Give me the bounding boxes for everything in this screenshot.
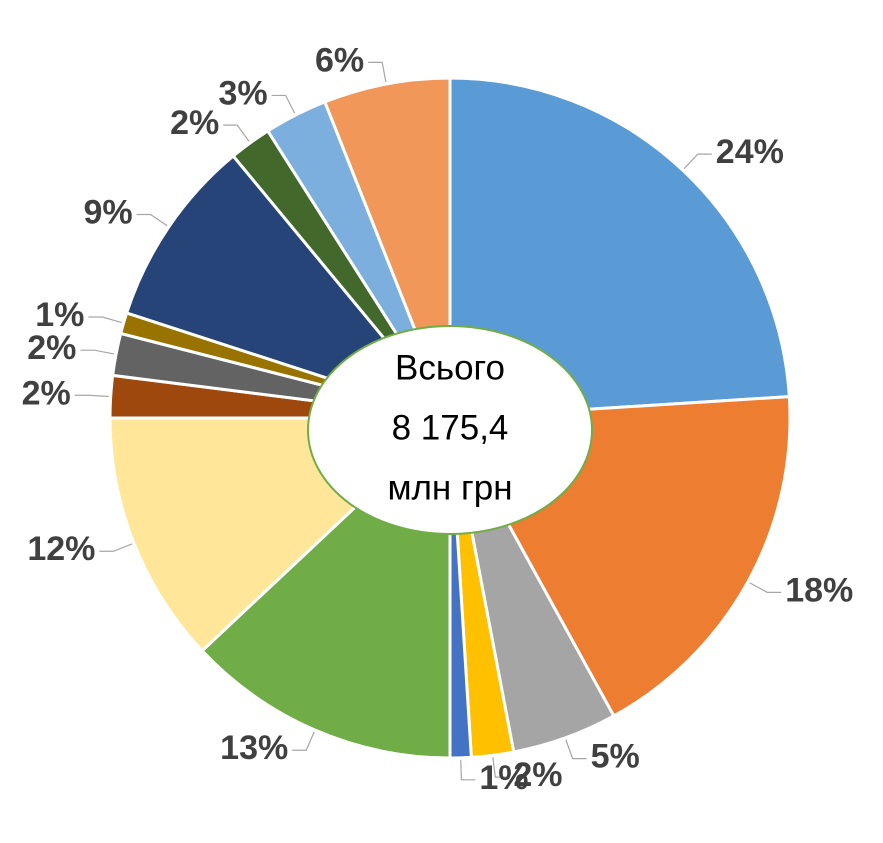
data-label: 18% (785, 571, 853, 609)
data-label: 2% (27, 329, 76, 367)
data-label: 13% (220, 729, 288, 767)
leader-line (492, 757, 510, 778)
data-label: 2% (22, 374, 71, 412)
leader-line (88, 316, 122, 324)
leader-line (136, 213, 168, 227)
labels: 24%18%5%2%1%13%12%2%2%1%9%2%3%6% (22, 41, 854, 796)
leader-line (223, 124, 250, 142)
center-ellipse (307, 325, 593, 535)
leader-line (368, 61, 387, 83)
data-label: 5% (591, 738, 640, 776)
leader-line (749, 582, 782, 593)
data-label: 3% (219, 74, 268, 112)
leader-line (460, 759, 476, 781)
slice (448, 76, 791, 420)
data-label: 24% (716, 133, 784, 171)
data-label: 12% (27, 530, 95, 568)
data-label: 1% (479, 759, 528, 797)
leader-line (565, 739, 587, 760)
leader-line (99, 543, 133, 552)
center-label: млн грн (387, 468, 512, 507)
center-label: 8 175,4 (392, 408, 509, 447)
data-label: 2% (170, 104, 219, 142)
data-label: 1% (35, 296, 84, 334)
leader-line (683, 153, 712, 170)
data-label: 2% (513, 756, 562, 794)
data-label: 6% (315, 41, 364, 79)
leader-line (271, 94, 296, 114)
data-label: 9% (83, 194, 132, 232)
center-label: Всього (395, 348, 505, 387)
leader-line (292, 731, 315, 751)
leader-line (74, 394, 109, 398)
leader-line (80, 349, 115, 355)
